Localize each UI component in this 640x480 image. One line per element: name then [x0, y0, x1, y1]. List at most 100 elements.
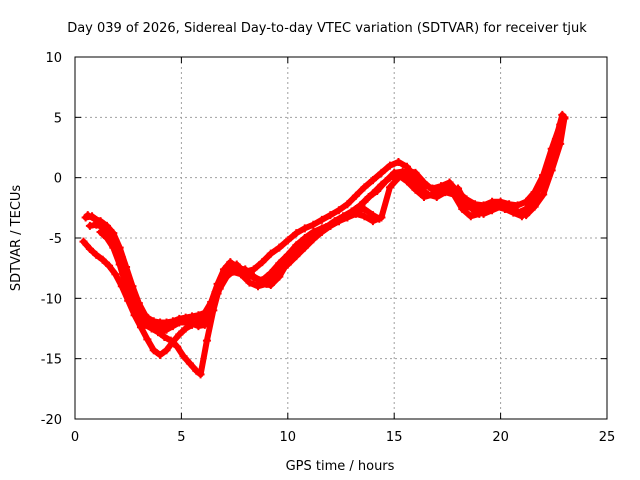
data-point — [92, 250, 101, 259]
data-point — [224, 267, 233, 276]
data-point — [479, 202, 488, 211]
y-tick-label: -5 — [49, 232, 62, 247]
data-point — [402, 177, 411, 186]
data-point — [496, 201, 505, 210]
data-point — [83, 211, 92, 220]
y-axis-label: SDTVAR / TECUs — [9, 185, 24, 292]
data-point — [275, 243, 284, 252]
y-tick-label: -10 — [41, 292, 62, 307]
data-point — [556, 120, 565, 129]
data-point — [162, 346, 171, 355]
data-point — [419, 178, 428, 187]
data-point — [441, 188, 450, 197]
data-point — [317, 227, 326, 236]
data-point — [300, 224, 309, 233]
data-point — [445, 180, 454, 189]
data-point — [168, 322, 177, 331]
data-point — [105, 227, 114, 236]
grid-lines — [75, 57, 607, 419]
data-point — [368, 189, 377, 198]
data-point — [530, 192, 539, 201]
data-point — [160, 332, 169, 341]
data-point — [153, 328, 162, 337]
data-point — [360, 212, 369, 221]
data-point — [215, 282, 224, 291]
data-point — [232, 262, 241, 271]
data-point — [360, 183, 369, 192]
data-point — [115, 260, 124, 269]
data-point — [522, 205, 531, 214]
data-point — [166, 336, 175, 345]
data-point — [266, 275, 275, 284]
data-point — [179, 352, 188, 361]
data-point — [475, 209, 484, 218]
data-point — [539, 171, 548, 180]
data-point — [245, 278, 254, 287]
series-trace — [84, 115, 568, 330]
data-point — [351, 207, 360, 216]
data-point — [194, 318, 203, 327]
data-point — [292, 252, 301, 261]
data-point — [375, 214, 384, 223]
data-point — [96, 227, 105, 236]
y-tick-label: 10 — [45, 51, 62, 66]
x-tick-label: 10 — [280, 430, 297, 445]
data-point — [547, 144, 556, 153]
data-point — [360, 197, 369, 206]
y-tick-label: 5 — [54, 111, 62, 126]
data-point — [513, 208, 522, 217]
data-point — [202, 336, 211, 345]
data-point — [181, 324, 190, 333]
data-point — [368, 211, 377, 220]
data-point — [454, 192, 463, 201]
data-point — [98, 223, 107, 232]
y-axis-ticks: -20 -15 -10 -5 0 5 10 — [41, 51, 607, 428]
data-point — [309, 220, 318, 229]
data-point — [437, 183, 446, 192]
data-point — [258, 258, 267, 267]
data-point — [334, 217, 343, 226]
data-point — [471, 205, 480, 214]
data-point — [539, 190, 548, 199]
data-point — [283, 236, 292, 245]
x-axis-ticks: 0 5 10 15 20 25 — [71, 57, 615, 445]
data-point — [173, 342, 182, 351]
y-tick-label: -15 — [41, 353, 62, 368]
series-trace — [97, 206, 383, 378]
data-point — [411, 185, 420, 194]
data-point — [85, 244, 94, 253]
data-point — [185, 359, 194, 368]
x-axis-label: GPS time / hours — [286, 459, 395, 474]
data-point — [149, 346, 158, 355]
data-point — [192, 366, 201, 375]
data-series — [79, 110, 569, 379]
data-point — [156, 351, 165, 360]
data-point — [196, 370, 205, 379]
data-point — [98, 255, 107, 264]
data-point — [241, 266, 250, 275]
data-point — [92, 220, 101, 229]
data-point — [300, 243, 309, 252]
data-point — [558, 110, 567, 119]
data-point — [266, 249, 275, 258]
data-point — [385, 183, 394, 192]
y-tick-label: 0 — [54, 172, 62, 187]
data-point — [200, 316, 209, 325]
data-point — [411, 168, 420, 177]
data-point — [134, 314, 143, 323]
data-point — [188, 320, 197, 329]
x-tick-label: 15 — [386, 430, 403, 445]
data-point — [326, 221, 335, 230]
series-2 — [83, 114, 569, 331]
data-point — [90, 214, 99, 223]
data-point — [343, 200, 352, 209]
data-point — [141, 320, 150, 329]
series-5 — [96, 205, 384, 379]
data-point — [385, 173, 394, 182]
data-point — [175, 330, 184, 339]
data-point — [209, 306, 218, 315]
data-point — [258, 277, 267, 286]
data-point — [466, 212, 475, 221]
data-point — [385, 161, 394, 170]
y-tick-label: -20 — [41, 413, 62, 428]
